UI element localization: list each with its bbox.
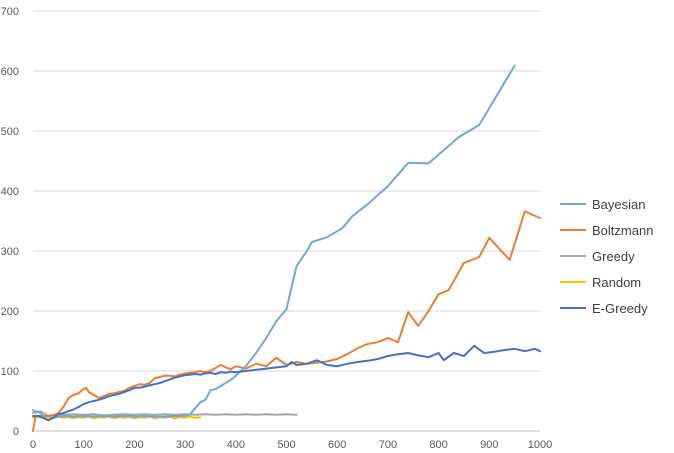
legend-label-greedy: Greedy bbox=[592, 249, 635, 264]
legend-label-e-greedy: E-Greedy bbox=[592, 301, 648, 316]
legend: Bayesian Boltzmann Greedy Random E-Greedy bbox=[560, 197, 653, 316]
series-lines bbox=[32, 64, 541, 432]
x-tick-label-400: 400 bbox=[227, 439, 245, 451]
legend-label-random: Random bbox=[592, 275, 641, 290]
y-tick-label-300: 300 bbox=[1, 246, 19, 258]
legend-label-bayesian: Bayesian bbox=[592, 197, 645, 212]
series-line-boltzmann bbox=[32, 210, 541, 432]
y-tick-label-200: 200 bbox=[1, 306, 19, 318]
y-tick-label-0: 0 bbox=[13, 426, 19, 438]
x-tick-label-500: 500 bbox=[277, 439, 295, 451]
x-tick-label-800: 800 bbox=[429, 439, 447, 451]
x-tick-label-700: 700 bbox=[379, 439, 397, 451]
x-tick-label-200: 200 bbox=[125, 439, 143, 451]
y-tick-label-600: 600 bbox=[1, 66, 19, 78]
x-tick-label-1000: 1000 bbox=[528, 439, 552, 451]
series-line-greedy bbox=[32, 409, 298, 417]
x-tick-label-300: 300 bbox=[176, 439, 194, 451]
grid-lines bbox=[33, 10, 540, 372]
y-tick-label-100: 100 bbox=[1, 366, 19, 378]
y-tick-label-500: 500 bbox=[1, 126, 19, 138]
x-tick-label-600: 600 bbox=[328, 439, 346, 451]
legend-label-boltzmann: Boltzmann bbox=[592, 223, 653, 238]
series-line-e-greedy bbox=[32, 344, 541, 422]
x-tick-label-0: 0 bbox=[30, 439, 36, 451]
y-axis-tick-labels: 0 100 200 300 400 500 600 700 bbox=[1, 6, 19, 438]
x-tick-label-100: 100 bbox=[75, 439, 93, 451]
y-tick-label-700: 700 bbox=[1, 6, 19, 18]
x-axis-tick-labels: 0 100 200 300 400 500 600 700 800 900 1000 bbox=[30, 439, 552, 451]
x-tick-label-900: 900 bbox=[480, 439, 498, 451]
y-tick-label-400: 400 bbox=[1, 186, 19, 198]
